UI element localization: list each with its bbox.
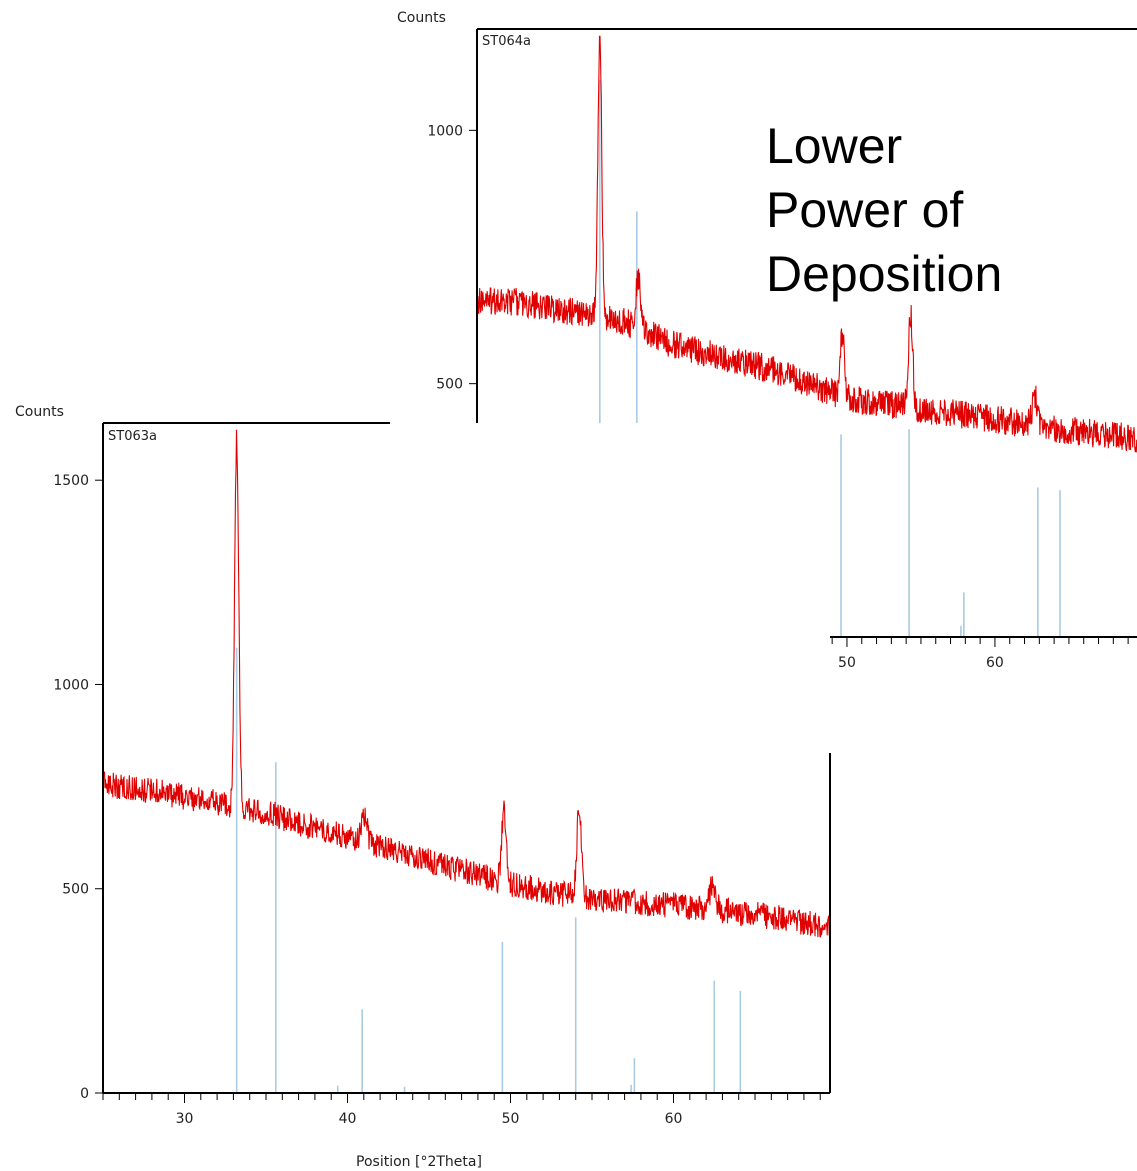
plot-background xyxy=(103,423,830,1094)
y-tick-label: 500 xyxy=(436,377,463,393)
xrd-chart-st063a: 30 40 50 60 0 500 1000 1500 Counts Position [°2Th… xyxy=(15,404,831,1170)
y-tick-label: 1500 xyxy=(53,473,89,489)
diffraction-pattern-line xyxy=(476,35,1137,453)
x-tick-label: 60 xyxy=(986,655,1004,671)
x-tick-label: 40 xyxy=(339,1111,357,1127)
sample-label: ST064a xyxy=(482,34,531,49)
y-tick-label: 1000 xyxy=(427,123,463,139)
annotation-line-1: Lower xyxy=(766,118,902,174)
x-tick-label: 50 xyxy=(502,1111,520,1127)
y-axis-title: Counts xyxy=(397,10,446,26)
annotation-line-3: Deposition xyxy=(766,246,1002,302)
lower-power-annotation: Lower Power of Deposition xyxy=(766,118,1002,302)
sample-label: ST063a xyxy=(108,429,157,444)
x-axis-title: Position [°2Theta] xyxy=(356,1154,482,1170)
x-tick-label: 50 xyxy=(838,655,856,671)
y-tick-label: 1000 xyxy=(53,677,89,693)
y-tick-label: 500 xyxy=(62,882,89,898)
y-tick-label: 0 xyxy=(80,1086,89,1102)
x-tick-label: 30 xyxy=(176,1111,194,1127)
x-tick-label: 60 xyxy=(665,1111,683,1127)
annotation-line-2: Power of xyxy=(766,182,963,238)
y-axis-title: Counts xyxy=(15,404,64,420)
diffraction-pattern-line xyxy=(102,429,831,938)
